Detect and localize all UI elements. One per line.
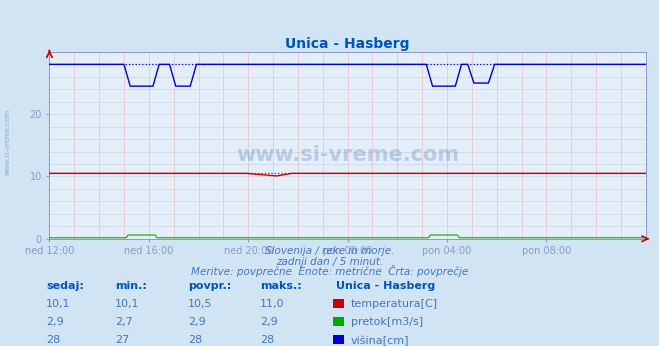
Text: 28: 28 [188, 335, 202, 345]
Text: www.si-vreme.com: www.si-vreme.com [236, 145, 459, 165]
Text: 2,9: 2,9 [260, 317, 278, 327]
FancyBboxPatch shape [333, 317, 344, 326]
Text: 28: 28 [46, 335, 61, 345]
Text: 2,9: 2,9 [188, 317, 206, 327]
Text: 10,5: 10,5 [188, 299, 212, 309]
Text: sedaj:: sedaj: [46, 281, 84, 291]
Text: maks.:: maks.: [260, 281, 302, 291]
Text: 2,7: 2,7 [115, 317, 133, 327]
Text: povpr.:: povpr.: [188, 281, 231, 291]
Title: Unica - Hasberg: Unica - Hasberg [285, 37, 410, 51]
Text: 2,9: 2,9 [46, 317, 64, 327]
Text: 10,1: 10,1 [46, 299, 71, 309]
Text: 28: 28 [260, 335, 275, 345]
Text: 11,0: 11,0 [260, 299, 285, 309]
Text: temperatura[C]: temperatura[C] [351, 300, 438, 309]
FancyBboxPatch shape [333, 335, 344, 344]
Text: 27: 27 [115, 335, 130, 345]
Text: min.:: min.: [115, 281, 147, 291]
Text: Meritve: povprečne  Enote: metrične  Črta: povprečje: Meritve: povprečne Enote: metrične Črta:… [191, 265, 468, 277]
Text: višina[cm]: višina[cm] [351, 335, 409, 346]
Text: Slovenija / reke in morje.: Slovenija / reke in morje. [265, 246, 394, 256]
Text: www.si-vreme.com: www.si-vreme.com [5, 109, 11, 175]
Text: Unica - Hasberg: Unica - Hasberg [336, 281, 436, 291]
Text: zadnji dan / 5 minut.: zadnji dan / 5 minut. [276, 257, 383, 267]
Text: pretok[m3/s]: pretok[m3/s] [351, 318, 422, 327]
FancyBboxPatch shape [333, 299, 344, 308]
Text: 10,1: 10,1 [115, 299, 140, 309]
